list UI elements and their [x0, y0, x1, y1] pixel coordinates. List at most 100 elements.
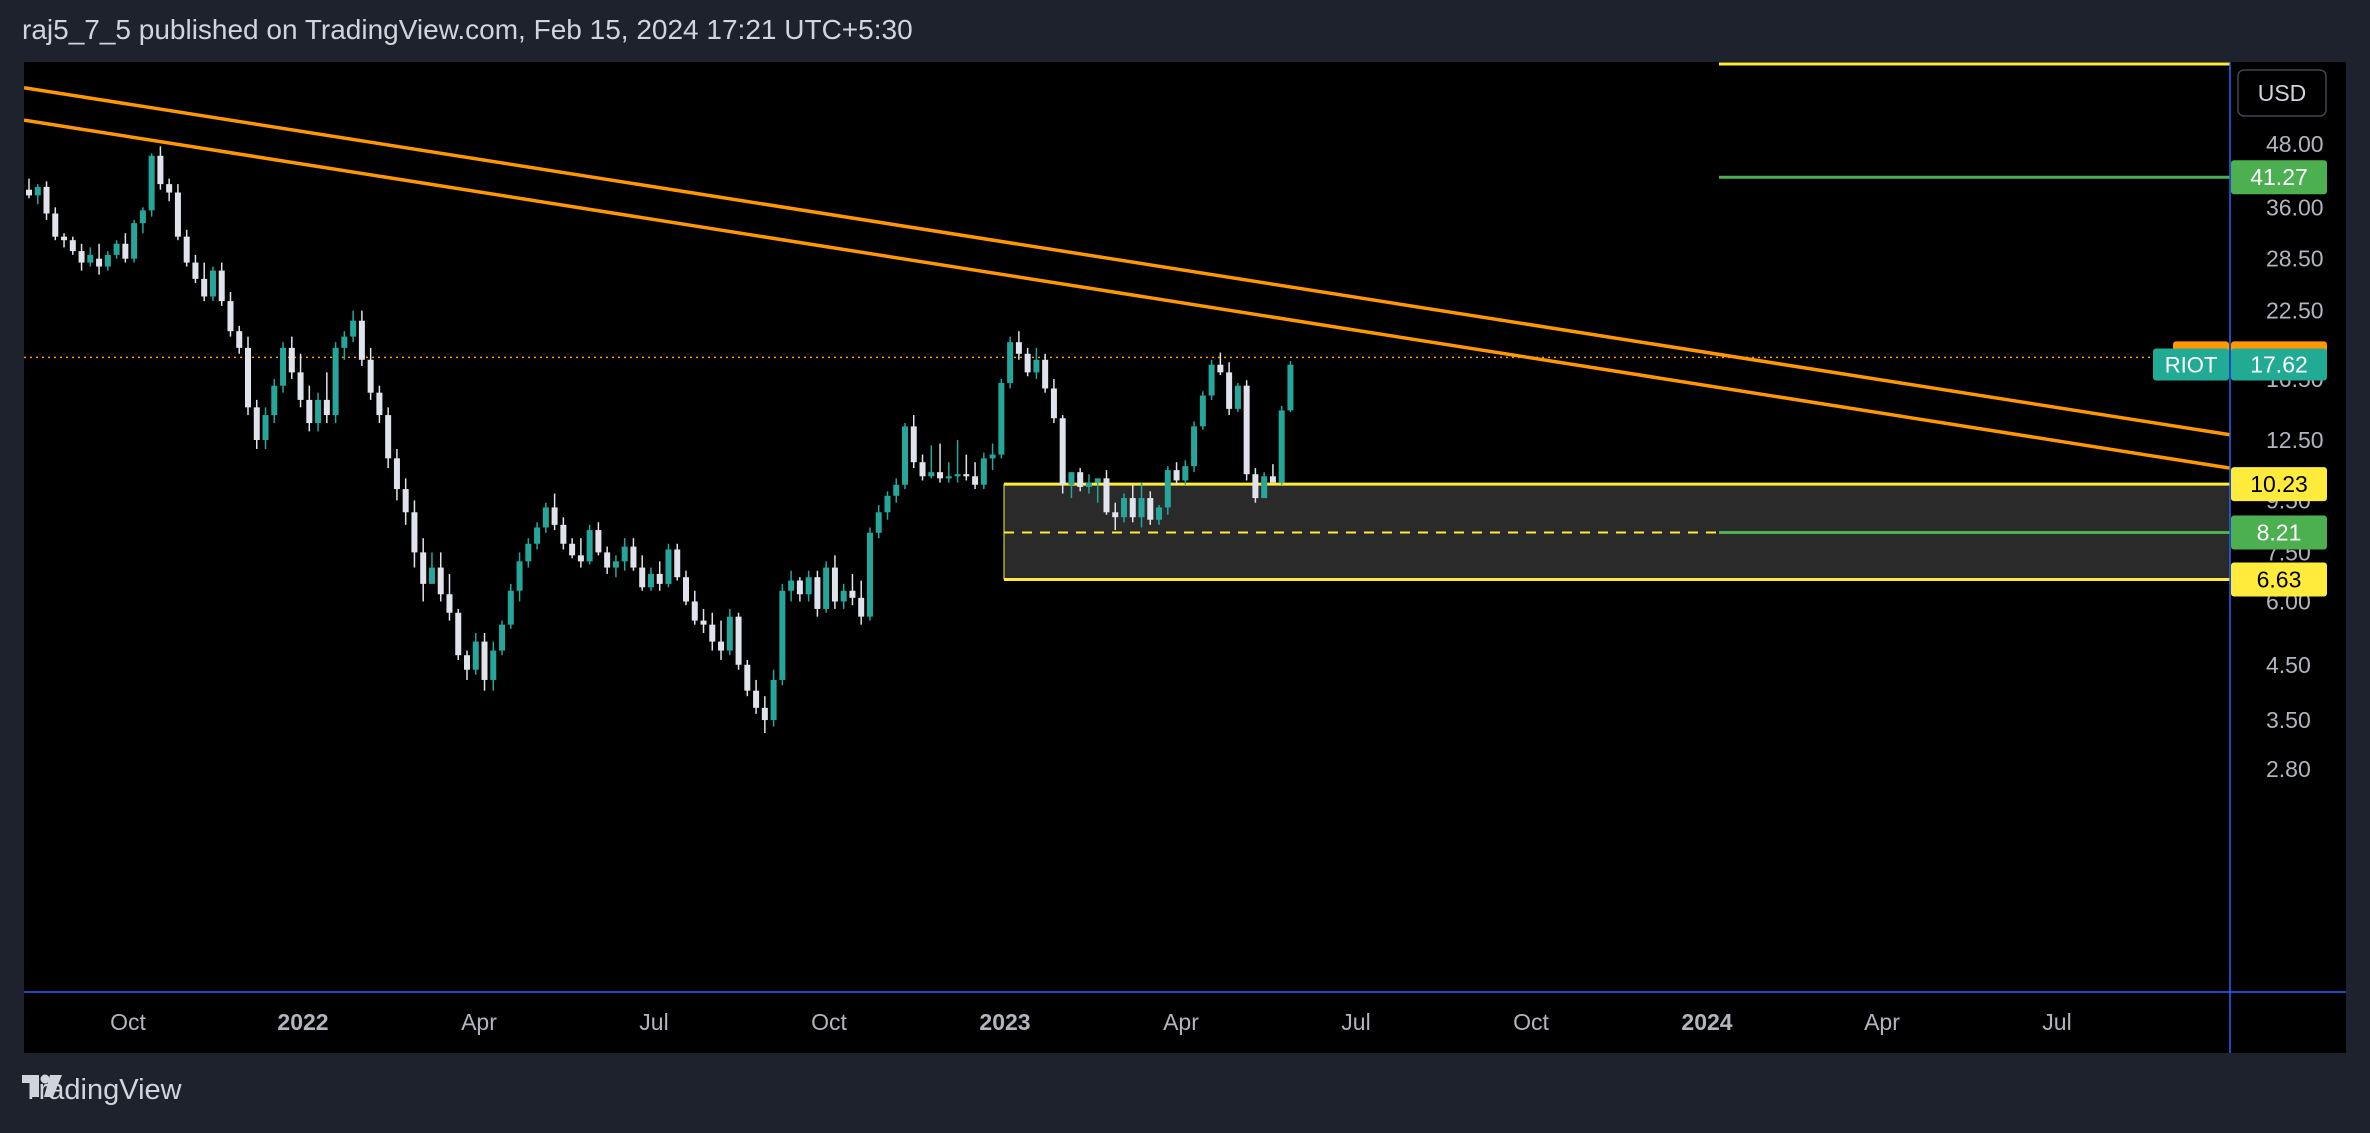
candle[interactable]	[411, 500, 418, 568]
candle[interactable]	[1112, 502, 1119, 531]
candle[interactable]	[788, 570, 795, 602]
candle[interactable]	[516, 552, 523, 602]
candle[interactable]	[577, 538, 584, 568]
candle[interactable]	[1182, 460, 1189, 485]
candle[interactable]	[455, 608, 462, 660]
candle[interactable]	[131, 219, 138, 263]
candle[interactable]	[69, 236, 76, 255]
candle[interactable]	[1217, 352, 1224, 375]
candle[interactable]	[245, 336, 251, 416]
candle[interactable]	[902, 423, 908, 490]
candle[interactable]	[551, 493, 558, 531]
candle[interactable]	[726, 608, 733, 656]
candle[interactable]	[1024, 347, 1031, 377]
candle[interactable]	[893, 478, 900, 503]
candle[interactable]	[1007, 336, 1014, 389]
candle[interactable]	[271, 378, 278, 424]
candle[interactable]	[1164, 466, 1171, 515]
candle[interactable]	[718, 620, 725, 660]
candle[interactable]	[980, 452, 987, 490]
candle[interactable]	[998, 378, 1005, 459]
candle[interactable]	[1261, 472, 1268, 499]
candle[interactable]	[1269, 464, 1276, 483]
candle[interactable]	[604, 546, 611, 574]
candle[interactable]	[297, 353, 304, 408]
candle[interactable]	[402, 478, 409, 525]
candle[interactable]	[1173, 462, 1180, 485]
candle[interactable]	[227, 291, 234, 337]
candle[interactable]	[1234, 382, 1241, 412]
candle[interactable]	[288, 336, 295, 379]
candle[interactable]	[735, 612, 742, 670]
candle[interactable]	[1208, 359, 1215, 400]
candle[interactable]	[761, 696, 768, 734]
candle[interactable]	[1138, 482, 1145, 528]
candle[interactable]	[1015, 331, 1022, 360]
candle[interactable]	[385, 407, 392, 469]
candle[interactable]	[104, 251, 111, 271]
candle[interactable]	[464, 650, 470, 680]
candle[interactable]	[919, 454, 926, 481]
candle[interactable]	[428, 552, 435, 584]
candle[interactable]	[34, 184, 41, 205]
candle[interactable]	[87, 247, 94, 267]
candle[interactable]	[420, 538, 427, 602]
candle[interactable]	[1103, 470, 1110, 515]
candle[interactable]	[1033, 347, 1040, 379]
candle[interactable]	[630, 538, 637, 571]
candle[interactable]	[446, 573, 453, 621]
candle[interactable]	[350, 310, 357, 343]
candle[interactable]	[569, 538, 576, 559]
candle[interactable]	[183, 229, 190, 267]
candle[interactable]	[709, 612, 716, 651]
candle[interactable]	[866, 527, 873, 621]
candle[interactable]	[236, 325, 243, 354]
candle[interactable]	[499, 620, 506, 656]
candle[interactable]	[1077, 468, 1084, 492]
candle[interactable]	[542, 502, 549, 533]
candle[interactable]	[323, 372, 330, 424]
candle[interactable]	[1252, 468, 1259, 503]
candle[interactable]	[639, 555, 646, 591]
candle[interactable]	[358, 310, 365, 366]
candle[interactable]	[945, 462, 952, 483]
candle[interactable]	[332, 342, 339, 424]
candle[interactable]	[1156, 505, 1163, 525]
candle[interactable]	[560, 517, 567, 550]
candle[interactable]	[1129, 484, 1136, 523]
candle[interactable]	[166, 178, 173, 202]
candle[interactable]	[367, 347, 374, 400]
trendline-1[interactable]	[24, 85, 2231, 437]
candle[interactable]	[157, 146, 164, 190]
candle[interactable]	[858, 580, 865, 625]
candle[interactable]	[814, 570, 821, 617]
candle[interactable]	[805, 570, 812, 602]
candle[interactable]	[507, 583, 514, 629]
candle[interactable]	[954, 440, 961, 483]
candle[interactable]	[647, 567, 654, 591]
candle[interactable]	[148, 153, 155, 217]
candle[interactable]	[280, 342, 287, 393]
candle[interactable]	[218, 262, 225, 306]
candle[interactable]	[831, 555, 838, 609]
candle[interactable]	[612, 555, 619, 578]
candle[interactable]	[621, 538, 628, 571]
candle[interactable]	[113, 240, 120, 259]
candle[interactable]	[972, 462, 979, 490]
candle[interactable]	[875, 505, 882, 539]
candle[interactable]	[963, 454, 970, 481]
candle[interactable]	[472, 632, 479, 675]
candle[interactable]	[700, 608, 707, 633]
candle[interactable]	[937, 443, 944, 483]
candle[interactable]	[770, 669, 777, 727]
candle[interactable]	[61, 233, 68, 248]
candle[interactable]	[1191, 421, 1198, 473]
candle[interactable]	[376, 385, 383, 424]
candle[interactable]	[910, 415, 917, 469]
candle[interactable]	[849, 573, 856, 606]
candle[interactable]	[52, 207, 59, 241]
candle[interactable]	[26, 178, 32, 199]
candle[interactable]	[1278, 405, 1285, 485]
price-chart[interactable]: 48.0036.0028.5022.5016.5012.509.507.506.…	[24, 62, 2346, 1053]
currency-button-label[interactable]: USD	[2258, 80, 2307, 106]
